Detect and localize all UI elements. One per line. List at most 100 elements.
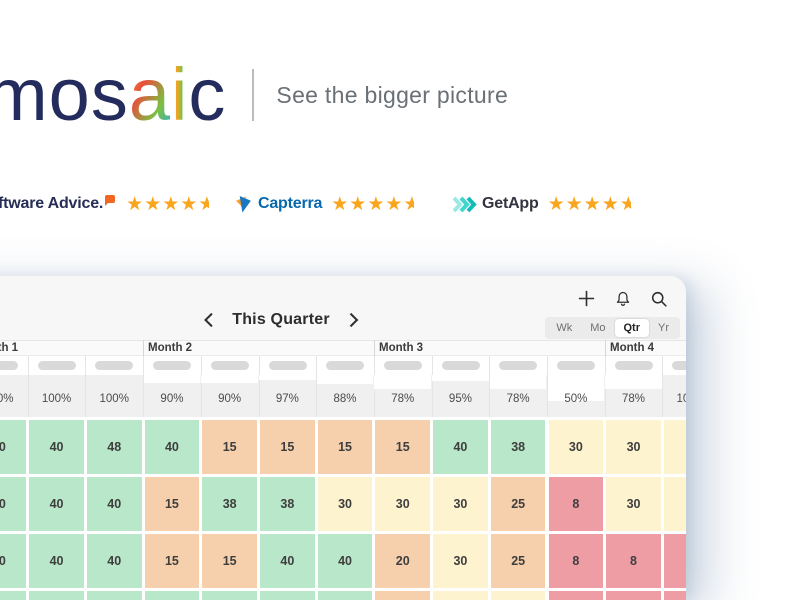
view-toggle: Wk Mo Qtr Yr (545, 317, 680, 339)
view-option-mo[interactable]: Mo (590, 322, 606, 334)
allocation-cell[interactable]: 40 (86, 477, 142, 531)
week-label-placeholder (499, 361, 538, 370)
allocation-cell[interactable]: 15 (260, 420, 315, 474)
week-label-placeholder (614, 361, 653, 370)
month-label: Month 4 (610, 342, 655, 354)
allocation-cell[interactable]: 25 (490, 534, 546, 588)
utilization-percent: 100% (41, 393, 72, 405)
period-navigator: This Quarter (204, 309, 358, 331)
capterra-label: Capterra (258, 195, 323, 212)
half-star-icon: ★ (619, 194, 631, 214)
allocation-cell[interactable] (663, 534, 686, 588)
allocation-cell[interactable]: 40 (0, 534, 27, 588)
logo-letter: i (170, 53, 189, 136)
allocation-cell[interactable]: 8 (606, 534, 661, 588)
review-badges-row: Software Advice. ★★★★★ Capterra ★★★★★ Ge… (0, 191, 800, 221)
allocation-cell[interactable] (0, 591, 27, 600)
search-icon[interactable] (650, 290, 668, 308)
allocation-cell[interactable]: 15 (202, 534, 257, 588)
week-label-placeholder (268, 361, 307, 370)
allocation-cell[interactable] (29, 591, 84, 600)
allocation-cell[interactable]: 15 (144, 534, 200, 588)
allocation-cell[interactable]: 40 (0, 477, 27, 531)
allocation-cell[interactable] (317, 591, 373, 600)
bell-icon[interactable] (614, 289, 632, 308)
allocation-cell[interactable]: 8 (548, 477, 604, 531)
allocation-cell[interactable] (433, 591, 488, 600)
utilization-percent: 50% (564, 393, 588, 405)
allocation-cell[interactable] (663, 477, 686, 531)
allocation-cell[interactable]: 40 (29, 477, 84, 531)
period-label: This Quarter (232, 311, 330, 328)
allocation-cell[interactable] (144, 591, 200, 600)
availability-bar (201, 375, 258, 383)
allocation-cell[interactable]: 30 (375, 477, 431, 531)
allocation-cell[interactable]: 15 (375, 420, 431, 474)
allocation-cell[interactable]: 38 (490, 420, 546, 474)
view-option-yr[interactable]: Yr (658, 322, 669, 334)
month-label: Month 2 (148, 342, 193, 354)
allocation-cell[interactable] (375, 591, 431, 600)
allocation-cell[interactable]: 30 (433, 534, 488, 588)
speech-bubble-icon (105, 195, 116, 206)
allocation-cell[interactable]: 40 (260, 534, 315, 588)
allocation-cell[interactable]: 40 (144, 420, 200, 474)
capterra-flag-icon (236, 195, 251, 212)
view-option-qtr[interactable]: Qtr (614, 319, 649, 337)
allocation-cell[interactable] (606, 591, 661, 600)
allocation-cell[interactable]: 48 (86, 420, 142, 474)
capterra-badge[interactable]: Capterra ★ ★ ★ ★ ★ (236, 191, 414, 217)
allocation-cell[interactable] (202, 591, 257, 600)
allocation-cell[interactable]: 40 (433, 420, 488, 474)
software-advice-badge[interactable]: Software Advice. ★★★★★ (0, 191, 209, 217)
allocation-cell[interactable]: 40 (29, 420, 84, 474)
allocation-cell[interactable]: 15 (317, 420, 373, 474)
allocation-cell[interactable]: 30 (548, 420, 604, 474)
utilization-percent: 78% (506, 393, 530, 405)
star-rating: ★ ★ ★ ★ ★ (331, 195, 414, 214)
week-label-placeholder (441, 361, 480, 370)
allocation-cell[interactable]: 15 (202, 420, 257, 474)
availability-bar (547, 375, 605, 401)
availability-bar (432, 375, 489, 381)
allocation-cell[interactable]: 38 (260, 477, 315, 531)
allocation-cell[interactable]: 40 (29, 534, 84, 588)
week-label-placeholder (0, 361, 18, 370)
logo-letter: o (48, 53, 91, 136)
star-icon: ★ (385, 193, 404, 215)
plus-icon[interactable] (577, 289, 596, 308)
allocation-cell[interactable]: 15 (144, 477, 200, 531)
allocation-cell[interactable]: 40 (317, 534, 373, 588)
view-option-wk[interactable]: Wk (556, 322, 573, 334)
allocation-cell[interactable] (86, 591, 142, 600)
week-label-placeholder (210, 361, 249, 370)
availability-bar (489, 375, 547, 389)
allocation-cell[interactable] (663, 591, 686, 600)
allocation-cell[interactable]: 40 (86, 534, 142, 588)
allocation-cell[interactable]: 30 (433, 477, 488, 531)
month-label: Month 3 (379, 342, 424, 354)
star-icon: ★ (126, 193, 145, 215)
allocation-cell[interactable] (260, 591, 315, 600)
star-icon: ★ (547, 193, 566, 215)
allocation-cell[interactable]: 40 (0, 420, 27, 474)
allocation-cell[interactable]: 38 (202, 477, 257, 531)
allocation-cell[interactable]: 20 (375, 534, 431, 588)
availability-bar (259, 375, 316, 380)
allocation-cell[interactable] (490, 591, 546, 600)
getapp-label: GetApp (482, 195, 539, 212)
allocation-cell[interactable]: 30 (317, 477, 373, 531)
star-icon: ★ (367, 193, 386, 215)
availability-bar (316, 375, 374, 384)
getapp-badge[interactable]: GetApp ★ ★ ★ ★ ★ (453, 191, 631, 217)
allocation-cell[interactable]: 30 (606, 477, 661, 531)
allocation-cell[interactable] (663, 420, 686, 474)
allocation-cell[interactable]: 30 (606, 420, 661, 474)
allocation-cell[interactable] (548, 591, 604, 600)
allocation-cell[interactable]: 8 (548, 534, 604, 588)
week-label-placeholder (326, 361, 365, 370)
column-separator (143, 356, 145, 417)
allocation-cell[interactable]: 25 (490, 477, 546, 531)
brand-tagline: See the bigger picture (276, 81, 509, 108)
